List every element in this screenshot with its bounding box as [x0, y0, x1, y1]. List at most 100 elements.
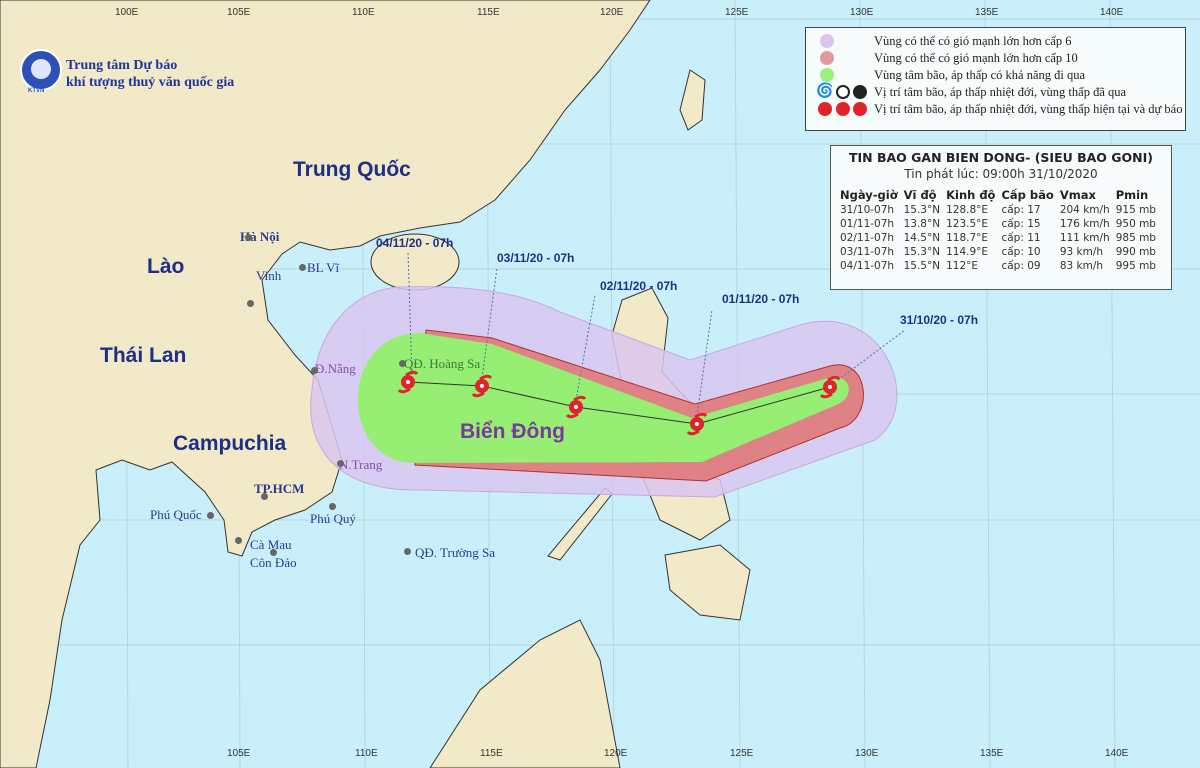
place-marker-icon: [299, 264, 306, 271]
table-cell: 03/11-07h: [840, 246, 895, 258]
table-cell: 985 mb: [1115, 232, 1156, 244]
longitude-tick: 120E: [600, 7, 624, 18]
table-cell: 123.5°E: [946, 218, 989, 230]
past-storm-symbols-icon: 🌀: [816, 84, 834, 99]
mindanao-island: [664, 544, 751, 621]
table-cell: 13.8°N: [903, 218, 941, 230]
place-label: QĐ. Trường Sa: [415, 545, 496, 560]
bulletin-title: TIN BAO GAN BIEN DONG- (SIEU BAO GONI): [848, 150, 1153, 165]
place-marker-icon: [245, 234, 252, 241]
longitude-tick: 115E: [477, 7, 500, 18]
taiwan-island: [679, 69, 706, 131]
table-cell: 114.9°E: [946, 246, 989, 258]
label-cambodia: Campuchia: [173, 432, 287, 455]
legend-item: Vùng tâm bão, áp thấp có khả năng đi qua: [806, 67, 1185, 84]
place-label: Phú Quốc: [150, 507, 202, 522]
table-cell: 93 km/h: [1059, 246, 1104, 258]
table-row: 02/11-07h 14.5°N 118.7°E cấp: 11 111 km/h 985…: [837, 231, 1159, 245]
storm-bulletin: TIN BAO GAN BIEN DONG- (SIEU BAO GONI) T…: [830, 145, 1172, 290]
table-cell: 950 mb: [1115, 218, 1156, 230]
track-label: 01/11/20 - 07h: [722, 292, 800, 306]
legend-item: Vùng có thể có gió mạnh lớn hơn cấp 10: [806, 50, 1185, 67]
table-cell: 995 mb: [1115, 260, 1156, 272]
table-row: 01/11-07h 13.8°N 123.5°E cấp: 15 176 km/h 950…: [837, 217, 1159, 231]
longitude-tick: 110E: [352, 7, 375, 18]
longitude-tick: 140E: [1105, 748, 1129, 759]
label-china: Trung Quốc: [293, 158, 411, 181]
longitude-tick: 135E: [980, 748, 1004, 759]
place-label: Vinh: [256, 268, 282, 283]
column-header: Vmax: [1059, 188, 1096, 202]
label-laos: Lào: [147, 255, 185, 278]
table-cell: cấp: 15: [1001, 218, 1041, 230]
map-legend: Vùng có thể có gió mạnh lớn hơn cấp 6 Vù…: [805, 27, 1186, 131]
place-label: TP.HCM: [254, 481, 305, 496]
track-label: 02/11/20 - 07h: [600, 279, 678, 293]
logo-line1: Trung tâm Dự báo: [66, 58, 178, 73]
place-marker-icon: [207, 512, 214, 519]
storm-position-icon: [686, 412, 708, 436]
borneo-island: [429, 619, 621, 768]
green-circle-icon: [820, 68, 834, 82]
storm-center-zone: [357, 333, 849, 463]
table-cell: 15.3°N: [903, 204, 941, 216]
table-cell: 990 mb: [1115, 246, 1156, 258]
place-marker-icon: [404, 548, 411, 555]
table-cell: 111 km/h: [1059, 232, 1110, 244]
label-thailand: Thái Lan: [100, 344, 187, 367]
storm-position-icon: [565, 395, 587, 419]
longitude-tick: 140E: [1100, 7, 1124, 18]
track-label: 03/11/20 - 07h: [497, 251, 575, 265]
table-row: 03/11-07h 15.3°N 114.9°E cấp: 10 93 km/h 990 …: [837, 245, 1159, 259]
table-cell: 915 mb: [1115, 204, 1156, 216]
storm-position-icon: [471, 374, 493, 398]
table-cell: cấp: 10: [1001, 246, 1041, 258]
ktvn-logo: [20, 49, 62, 91]
longitude-tick: 130E: [850, 7, 874, 18]
logo-line2: khí tượng thuỷ văn quốc gia: [66, 75, 235, 90]
table-row: 31/10-07h 15.3°N 128.8°E cấp: 17 204 km/h 915…: [837, 203, 1159, 217]
place-label: BL Vĩ: [307, 260, 340, 275]
place-label: Phú Quý: [310, 511, 356, 526]
place-label: QĐ. Hoàng Sa: [404, 356, 481, 371]
bulletin-issued: Tin phát lúc: 09:00h 31/10/2020: [904, 167, 1098, 181]
place-label: Đ.Nẵng: [315, 361, 356, 376]
longitude-tick: 125E: [725, 7, 749, 18]
table-cell: 128.8°E: [946, 204, 989, 216]
place-label: Côn Đảo: [250, 555, 297, 570]
storm-position-icon: [819, 375, 841, 399]
column-header: Cấp bão: [1001, 188, 1054, 202]
table-cell: 14.5°N: [903, 232, 941, 244]
table-cell: 15.3°N: [903, 246, 941, 258]
table-cell: 01/11-07h: [840, 218, 895, 230]
longitude-tick: 125E: [730, 748, 754, 759]
place-marker-icon: [261, 493, 268, 500]
place-marker-icon: [311, 367, 318, 374]
palawan-island: [547, 487, 613, 561]
bulletin-table: Ngày-giờ Vĩ độ Kinh độ Cấp bão Vmax Pmin 31/1…: [837, 186, 1159, 273]
table-cell: 83 km/h: [1059, 260, 1104, 272]
table-cell: 31/10-07h: [840, 204, 895, 216]
table-cell: 176 km/h: [1059, 218, 1110, 230]
place-marker-icon: [337, 460, 344, 467]
place-label: Cà Mau: [250, 537, 292, 552]
table-cell: 15.5°N: [903, 260, 941, 272]
table-cell: 02/11-07h: [840, 232, 895, 244]
track-label: 04/11/20 - 07h: [376, 236, 454, 250]
place-label: N.Trang: [339, 457, 383, 472]
track-label: 31/10/20 - 07h: [900, 313, 979, 327]
column-header: Ngày-giờ: [840, 188, 898, 202]
table-cell: cấp: 09: [1001, 260, 1041, 272]
longitude-tick: 135E: [975, 7, 999, 18]
place-marker-icon: [270, 549, 277, 556]
red-circle-icon: [820, 51, 834, 65]
column-header: Pmin: [1115, 188, 1149, 202]
column-header: Vĩ độ: [903, 188, 937, 202]
column-header: Kinh độ: [946, 188, 996, 202]
forecast-storm-symbols-icon: [818, 102, 832, 116]
legend-item: Vị trí tâm bão, áp thấp nhiệt đới, vùng …: [806, 101, 1185, 118]
legend-item: 🌀 Vị trí tâm bão, áp thấp nhiệt đới, vùn…: [816, 84, 1127, 99]
longitude-tick: 120E: [604, 748, 628, 759]
place-marker-icon: [247, 300, 254, 307]
